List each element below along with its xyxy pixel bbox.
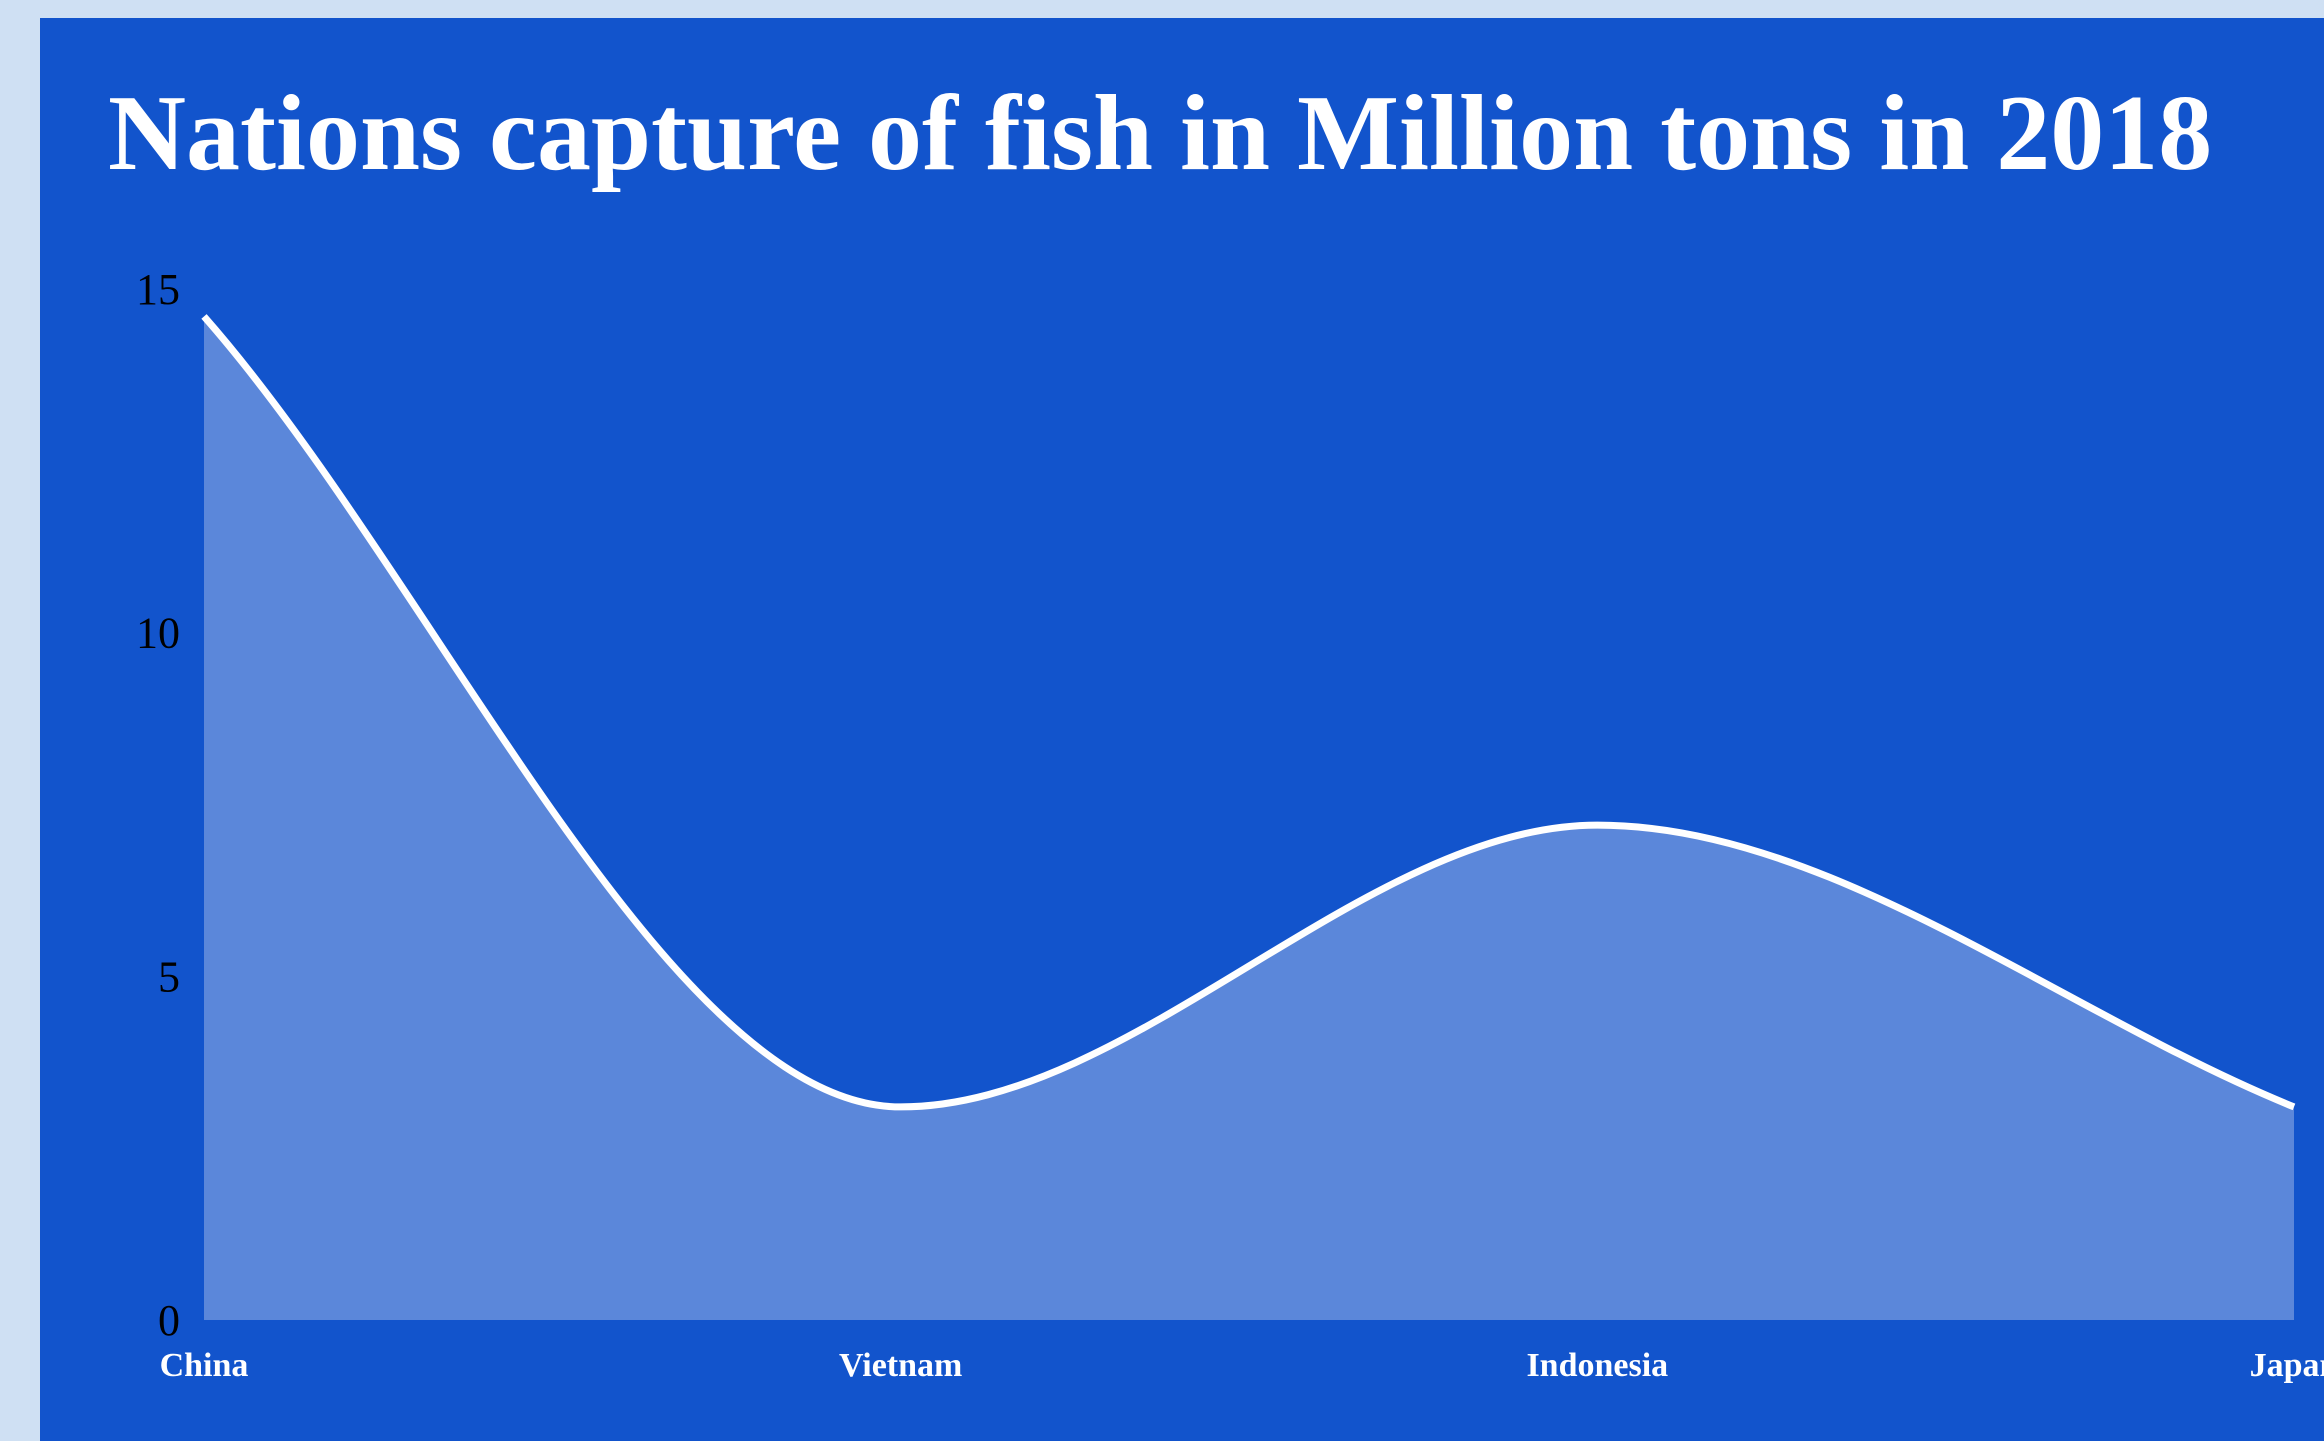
y-axis-ticks: 0 5 10 15 [136, 265, 180, 1345]
y-tick-label: 10 [136, 609, 180, 658]
x-category-label: Indonesia [1526, 1347, 1668, 1384]
x-category-label: Vietnam [839, 1347, 962, 1384]
x-category-label: China [160, 1347, 249, 1384]
area-fill [204, 316, 2294, 1320]
y-tick-label: 5 [158, 952, 180, 1001]
chart-title: Nations capture of fish in Million tons … [108, 74, 2213, 193]
x-axis-categories: China Vietnam Indonesia Japan [160, 1347, 2324, 1384]
series-line [201, 314, 2296, 1111]
y-tick-label: 15 [136, 265, 180, 314]
x-category-label: Japan [2250, 1347, 2324, 1384]
y-tick-label: 0 [158, 1296, 180, 1345]
